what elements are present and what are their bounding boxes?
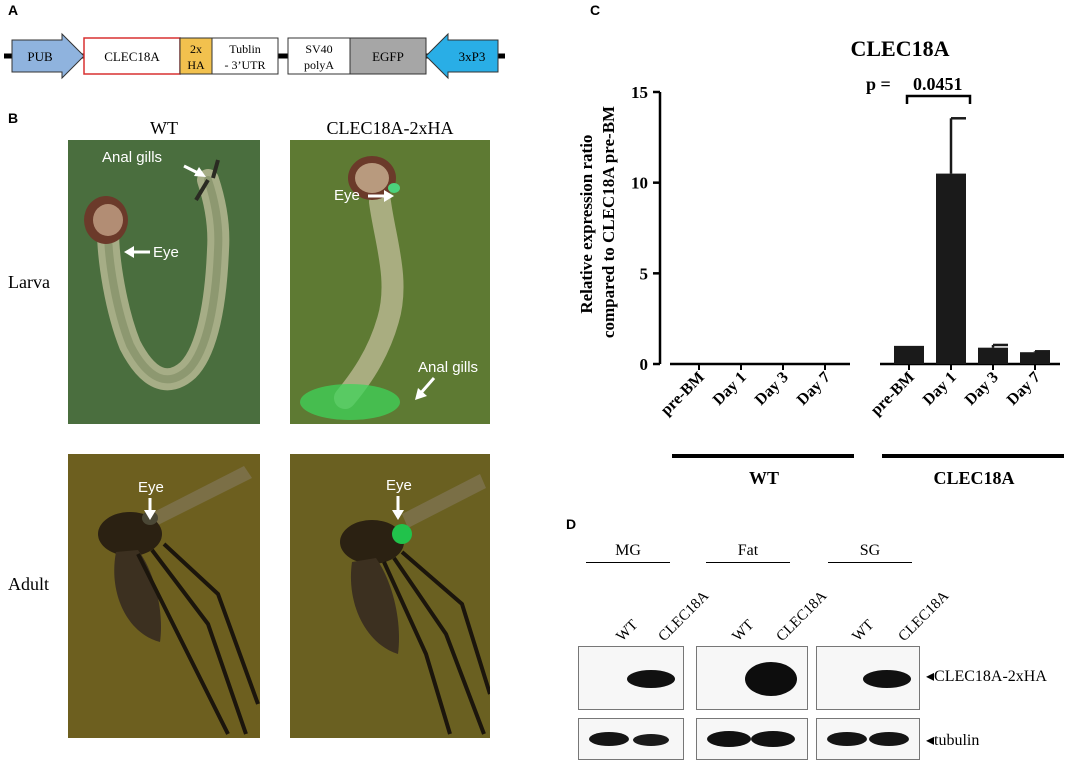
x-tick-label: Day 3: [752, 369, 792, 409]
bar-clec18a-1: [936, 173, 966, 364]
expression-bar-chart: CLEC18A Relative expression ratio compar…: [577, 36, 1064, 488]
chart-title: CLEC18A: [850, 36, 949, 61]
x-tick-label: Day 7: [1004, 369, 1044, 409]
clec18a-segment-label: CLEC18A: [104, 49, 160, 64]
blot-group-fat: Fat: [706, 542, 790, 563]
blot-group-mg-label: MG: [615, 542, 641, 559]
p-value-number: 0.0451: [913, 74, 963, 94]
blot-group-sg-line: [828, 562, 912, 563]
tg-adult-eye-label: Eye: [386, 477, 412, 494]
lane-label-mg-wt: WT: [614, 617, 642, 645]
band-arrow-bottom: ◂: [926, 732, 935, 749]
tublin-label-line2: - 3’UTR: [225, 58, 266, 72]
p-value-prefix: p =: [866, 74, 891, 94]
blot-group-sg: SG: [828, 542, 912, 563]
blot-group-mg: MG: [586, 542, 670, 563]
band-name-top: CLEC18A-2xHA: [934, 668, 1047, 685]
group-label-clec18a: CLEC18A: [933, 468, 1014, 488]
blot-group-fat-label: Fat: [737, 542, 759, 559]
band-label-clec18a-2xha: ◂CLEC18A-2xHA: [926, 666, 1047, 686]
column-label-wt: WT: [150, 118, 178, 138]
lane-label-fat-wt: WT: [730, 617, 758, 645]
band-name-bottom: tubulin: [934, 732, 980, 749]
y-tick-label: 15: [631, 83, 648, 102]
tg-larva-eye-label: Eye: [334, 187, 360, 204]
row-label-larva: Larva: [8, 272, 50, 292]
blot-sg-hla: [816, 646, 920, 710]
lane-label-sg-wt: WT: [850, 617, 878, 645]
photo-wt-adult: Eye: [68, 454, 260, 738]
tublin-label-line1: Tublin: [229, 42, 261, 56]
bar-clec18a-0: [894, 345, 924, 364]
panel-letter-c: C: [590, 2, 601, 18]
sv40-label-line1: SV40: [305, 42, 332, 56]
row-label-adult: Adult: [8, 574, 50, 594]
pub-promoter-arrow: [11, 32, 85, 80]
ha-tag-segment: [179, 37, 213, 75]
blot-mg-hla: [578, 646, 684, 710]
sv40-label-line2: polyA: [304, 58, 334, 72]
bar-clec18a-2: [978, 347, 1008, 364]
band-label-tubulin: ◂tubulin: [926, 730, 979, 750]
photo-clec18a-larva: Eye Anal gills: [290, 140, 490, 424]
x-tick-label: pre-BM: [658, 369, 708, 419]
y-tick-label: 5: [640, 264, 649, 283]
chart-axes: 0 5 10 15: [631, 83, 1060, 374]
anal-gills-glow: [300, 384, 400, 420]
blot-mg-tubulin: [578, 718, 684, 760]
chart-x-tick-labels: pre-BM Day 1 Day 3 Day 7 pre-BM Day 1 Day 3 Day…: [658, 364, 1044, 419]
column-label-clec18a-2xha: CLEC18A-2xHA: [326, 118, 454, 138]
photo-clec18a-adult: Eye: [290, 454, 490, 738]
clec18a-segment: [83, 37, 181, 75]
green-eye-glow: [392, 524, 412, 544]
3xp3-promoter-arrow: [425, 32, 499, 80]
egfp-label: EGFP: [372, 49, 404, 64]
lane-label-mg-clec18a: CLEC18A: [656, 588, 713, 645]
3xp3-label: 3xP3: [459, 49, 486, 64]
wt-adult-eye-label: Eye: [138, 479, 164, 496]
group-label-wt: WT: [749, 468, 779, 488]
blot-fat-hla: [696, 646, 808, 710]
blot-fat-tubulin: [696, 718, 808, 760]
blot-group-sg-label: SG: [859, 542, 881, 559]
ha-tag-label-line1: 2x: [190, 42, 202, 56]
blot-lane-labels: WT CLEC18A WT CLEC18A WT CLEC18A: [614, 588, 953, 645]
wt-larva-anal-gills-label: Anal gills: [102, 149, 162, 166]
wt-larva-eye-label: Eye: [153, 244, 179, 261]
photo-wt-larva: Anal gills Eye: [68, 140, 260, 424]
lane-label-fat-clec18a: CLEC18A: [774, 588, 831, 645]
larva-body-shape-tg: [334, 191, 404, 409]
panel-letter-b: B: [8, 110, 19, 126]
y-tick-label: 10: [631, 174, 648, 193]
x-tick-label: pre-BM: [868, 369, 918, 419]
y-label-line2: compared to CLEC18A pre-BM: [599, 106, 618, 338]
y-tick-label: 0: [640, 355, 649, 374]
significance-bracket: [905, 94, 972, 104]
blot-sg-tubulin: [816, 718, 920, 760]
chart-bars: [894, 117, 1050, 364]
panel-letter-d: D: [566, 516, 577, 532]
chart-group-labels: WT CLEC18A: [672, 454, 1064, 488]
y-label-line1: Relative expression ratio: [577, 135, 596, 314]
construct-diagram: PUB CLEC18A 2x HA Tublin - 3’UTR SV40 po…: [4, 32, 505, 80]
panel-letter-a: A: [8, 2, 19, 18]
blot-group-fat-line: [706, 562, 790, 563]
tg-larva-anal-gills-label: Anal gills: [418, 359, 478, 376]
x-tick-label: Day 1: [920, 369, 960, 409]
tublin-utr-segment: [211, 37, 279, 75]
pub-label: PUB: [27, 49, 53, 64]
lane-label-sg-clec18a: CLEC18A: [896, 588, 953, 645]
x-tick-label: Day 3: [962, 369, 1002, 409]
band-arrow-top: ◂: [926, 668, 935, 685]
blot-group-mg-line: [586, 562, 670, 563]
ha-tag-label-line2: HA: [187, 58, 205, 72]
x-tick-label: Day 1: [710, 369, 750, 409]
x-tick-label: Day 7: [794, 369, 834, 409]
bar-clec18a-3: [1020, 352, 1050, 364]
chart-y-axis-label: Relative expression ratio compared to CL…: [577, 106, 618, 338]
